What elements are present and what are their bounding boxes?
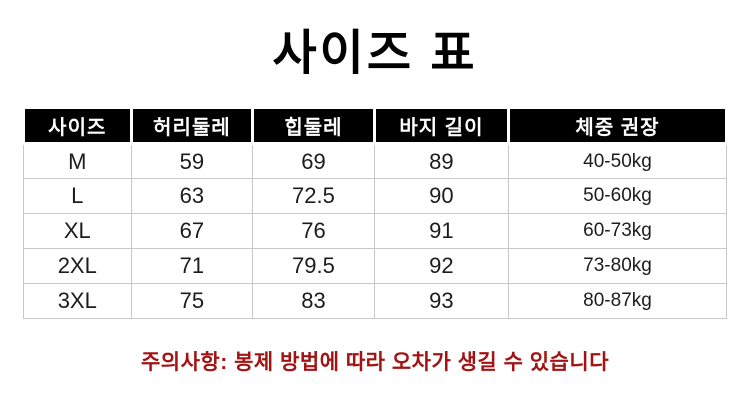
header-weight: 체중 권장 — [507, 106, 728, 146]
table-row-2xl: 2XL 71 79.5 92 73-80kg — [23, 248, 727, 285]
cell-hip: 69 — [252, 143, 375, 180]
cell-weight: 40-50kg — [508, 143, 727, 180]
cell-weight: 73-80kg — [508, 248, 727, 285]
table-row-l: L 63 72.5 90 50-60kg — [23, 178, 727, 215]
size-table: 사이즈 허리둘레 힙둘레 바지 길이 체중 권장 M 59 69 89 40-5… — [22, 106, 728, 320]
cell-length: 91 — [373, 213, 510, 250]
cell-weight: 50-60kg — [508, 178, 727, 215]
cell-length: 92 — [373, 248, 510, 285]
table-row-m: M 59 69 89 40-50kg — [23, 143, 727, 180]
cell-size: 2XL — [23, 248, 132, 285]
size-table-body: M 59 69 89 40-50kg L 63 72.5 90 50-60kg … — [23, 143, 727, 320]
page-title: 사이즈 표 — [272, 27, 478, 80]
header-hip: 힙둘레 — [251, 106, 376, 146]
cell-hip: 72.5 — [252, 178, 375, 215]
table-row-xl: XL 67 76 91 60-73kg — [23, 213, 727, 250]
cell-length: 93 — [373, 283, 510, 320]
cell-hip: 79.5 — [252, 248, 375, 285]
cell-size: 3XL — [23, 283, 132, 320]
cell-waist: 71 — [130, 248, 254, 285]
header-row: 사이즈 허리둘레 힙둘레 바지 길이 체중 권장 — [22, 106, 728, 146]
cell-length: 90 — [373, 178, 510, 215]
cell-size: L — [23, 178, 132, 215]
header-waist: 허리둘레 — [129, 106, 255, 146]
header-size: 사이즈 — [22, 106, 133, 146]
size-table-header: 사이즈 허리둘레 힙둘레 바지 길이 체중 권장 — [22, 106, 728, 146]
cell-weight: 60-73kg — [508, 213, 727, 250]
cell-waist: 59 — [130, 143, 254, 180]
cell-length: 89 — [373, 143, 510, 180]
cell-waist: 67 — [130, 213, 254, 250]
cell-hip: 83 — [252, 283, 375, 320]
cell-waist: 63 — [130, 178, 254, 215]
cell-hip: 76 — [252, 213, 375, 250]
cell-weight: 80-87kg — [508, 283, 727, 320]
cell-size: M — [23, 143, 132, 180]
caution-note: 주의사항: 봉제 방법에 따라 오차가 생길 수 있습니다 — [140, 351, 610, 375]
header-pants-length: 바지 길이 — [372, 106, 511, 146]
cell-size: XL — [23, 213, 132, 250]
cell-waist: 75 — [130, 283, 254, 320]
table-row-3xl: 3XL 75 83 93 80-87kg — [23, 283, 727, 320]
